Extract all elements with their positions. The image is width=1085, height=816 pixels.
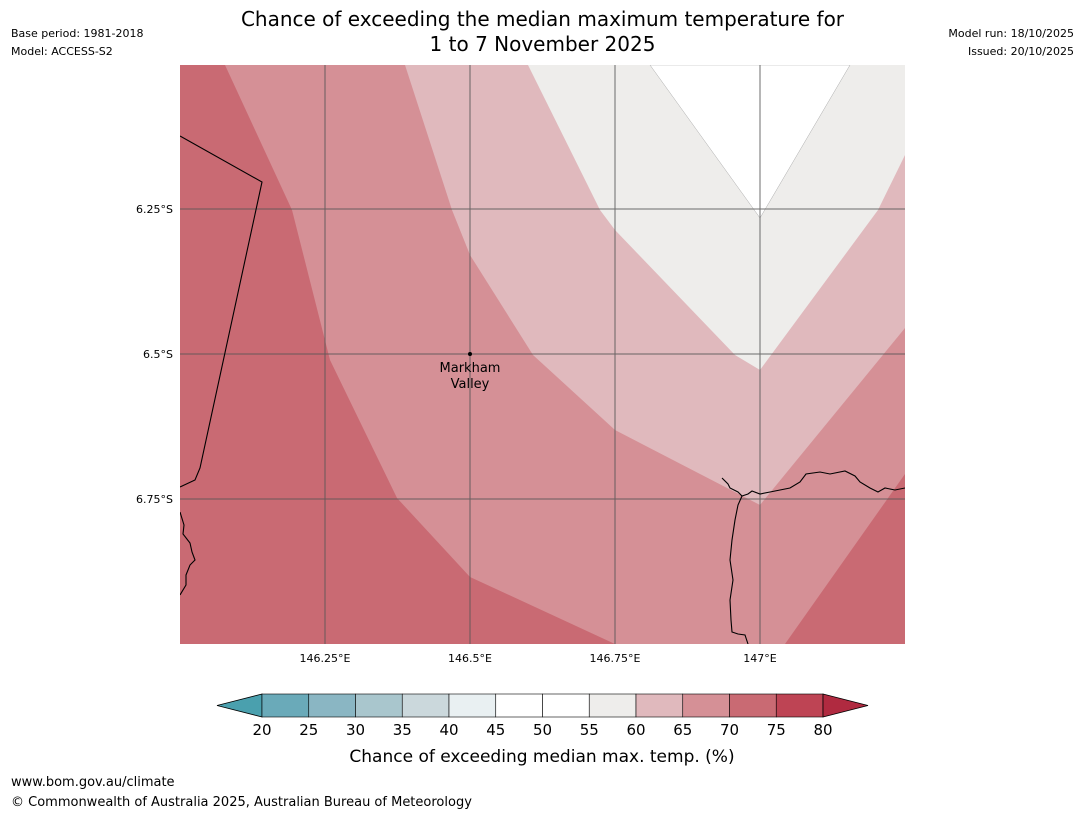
colorbar-segment [401, 693, 450, 718]
model-run-text: Model run: 18/10/2025 [948, 27, 1074, 40]
coastline-west [180, 511, 196, 596]
lon-label: 147°E [743, 652, 776, 665]
colorbar-tick-labels: 20 25 30 35 40 45 50 55 60 65 70 75 80 [252, 721, 832, 739]
colorbar-segment [682, 693, 730, 718]
colorbar-tick-label: 80 [813, 721, 832, 739]
colorbar [216, 693, 869, 718]
colorbar-segment [729, 693, 777, 718]
colorbar-extend-low [216, 693, 263, 718]
colorbar-tick-label: 45 [486, 721, 505, 739]
band-55-60 [528, 65, 905, 370]
colorbar-tick-label: 75 [767, 721, 786, 739]
lon-label: 146.75°E [590, 652, 641, 665]
colorbar-tick-label: 60 [626, 721, 645, 739]
latitude-labels: 6.25°S 6.5°S 6.75°S [136, 203, 173, 506]
colorbar-segment [355, 693, 403, 718]
footer-url: www.bom.gov.au/climate [11, 775, 175, 790]
footer-copyright: © Commonwealth of Australia 2025, Austra… [11, 795, 472, 810]
longitude-labels: 146.25°E 146.5°E 146.75°E 147°E [300, 652, 777, 665]
title-line-2: 1 to 7 November 2025 [429, 32, 656, 56]
place-label-line-1: Markham [440, 361, 501, 376]
colorbar-segment [448, 693, 497, 718]
colorbar-tick-label: 20 [252, 721, 271, 739]
metadata-left: Base period: 1981-2018 Model: ACCESS-S2 [11, 25, 143, 61]
colorbar-segment [775, 693, 824, 718]
colorbar-tick-label: 30 [346, 721, 365, 739]
lat-label: 6.25°S [136, 203, 173, 216]
colorbar-title: Chance of exceeding median max. temp. (%… [349, 747, 734, 767]
lat-label: 6.5°S [143, 348, 173, 361]
colorbar-tick-label: 35 [393, 721, 412, 739]
province-border-line [180, 135, 263, 488]
colorbar-tick-label: 50 [533, 721, 552, 739]
model-text: Model: ACCESS-S2 [11, 45, 113, 58]
title-line-1: Chance of exceeding the median maximum t… [240, 7, 845, 31]
lon-label: 146.5°E [448, 652, 492, 665]
colorbar-tick-label: 70 [720, 721, 739, 739]
map-panel: Markham Valley [180, 65, 905, 644]
metadata-right: Model run: 18/10/2025 Issued: 20/10/2025 [948, 25, 1074, 61]
place-marker-dot [468, 352, 472, 356]
colorbar-segment [588, 693, 637, 718]
river-line [729, 495, 749, 644]
borders-coastline [180, 135, 905, 644]
band-50-55 [649, 65, 851, 219]
colorbar-segment [495, 693, 543, 718]
issued-text: Issued: 20/10/2025 [967, 45, 1074, 58]
colorbar-tick-label: 25 [299, 721, 318, 739]
lon-label: 146.25°E [300, 652, 351, 665]
colorbar-extend-high [822, 693, 869, 718]
colorbar-segment [635, 693, 684, 718]
colorbar-segment [542, 693, 590, 718]
colorbar-tick-label: 55 [580, 721, 599, 739]
place-label-line-2: Valley [451, 377, 490, 392]
colorbar-segment [308, 693, 356, 718]
coastline-gulf [721, 470, 905, 497]
lat-label: 6.75°S [136, 493, 173, 506]
colorbar-tick-label: 65 [673, 721, 692, 739]
colorbar-segment [261, 693, 310, 718]
page-title: Chance of exceeding the median maximum t… [0, 7, 1085, 57]
colorbar-tick-label: 40 [439, 721, 458, 739]
base-period-text: Base period: 1981-2018 [11, 27, 144, 40]
